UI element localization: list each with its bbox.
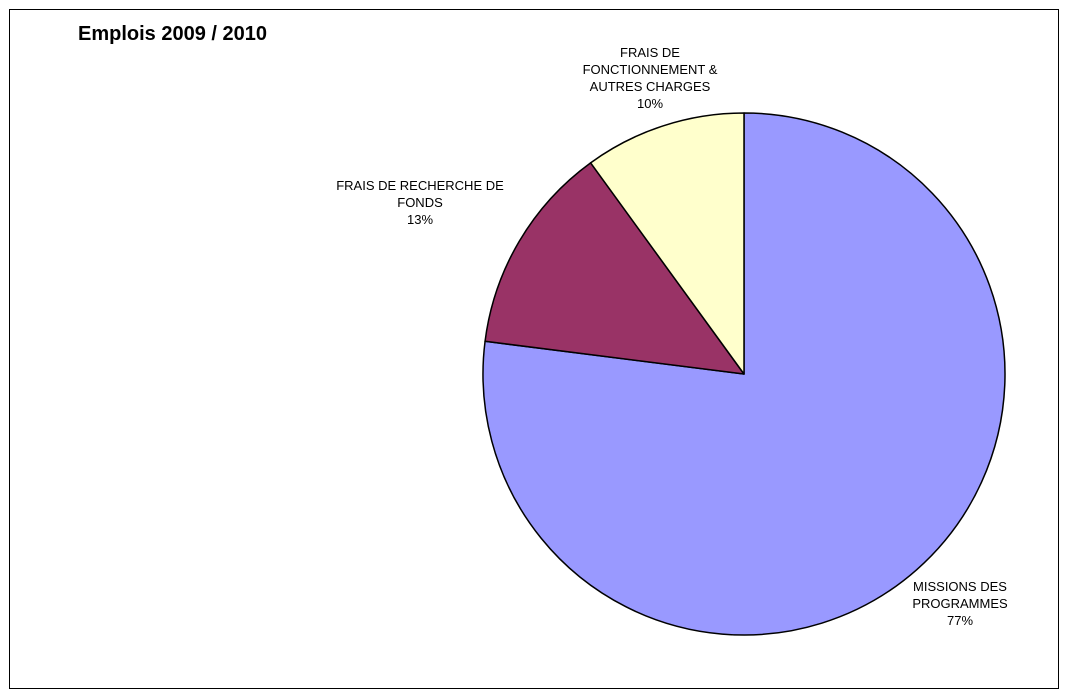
pie-slices <box>482 112 1006 636</box>
slice-name-label: FRAIS DE <box>620 45 680 60</box>
slice-percent-label: 77% <box>947 613 973 628</box>
slice-name-label: FRAIS DE RECHERCHE DE <box>336 178 504 193</box>
slice-name-label: PROGRAMMES <box>912 596 1008 611</box>
pie-labels: MISSIONS DES PROGRAMMES 77% FRAIS DE RECHER… <box>336 45 1008 628</box>
pie-slice <box>484 162 745 375</box>
slice-label: FRAIS DE FONCTIONNEMENT & AUTRES CHARGES 10… <box>583 45 718 111</box>
slice-name-label: FONDS <box>397 195 443 210</box>
slice-name-label: AUTRES CHARGES <box>590 79 711 94</box>
slice-name-label: FONCTIONNEMENT & <box>583 62 718 77</box>
slice-label: MISSIONS DES PROGRAMMES 77% <box>912 579 1008 628</box>
pie-chart: MISSIONS DES PROGRAMMES 77% FRAIS DE RECHER… <box>336 45 1008 636</box>
slice-name-label: MISSIONS DES <box>913 579 1007 594</box>
chart-title: Emplois 2009 / 2010 <box>78 23 268 45</box>
slice-label: FRAIS DE RECHERCHE DE FONDS 13% <box>336 178 504 227</box>
slice-percent-label: 13% <box>407 212 433 227</box>
pie-slice <box>589 112 745 375</box>
slice-percent-label: 10% <box>637 96 663 111</box>
